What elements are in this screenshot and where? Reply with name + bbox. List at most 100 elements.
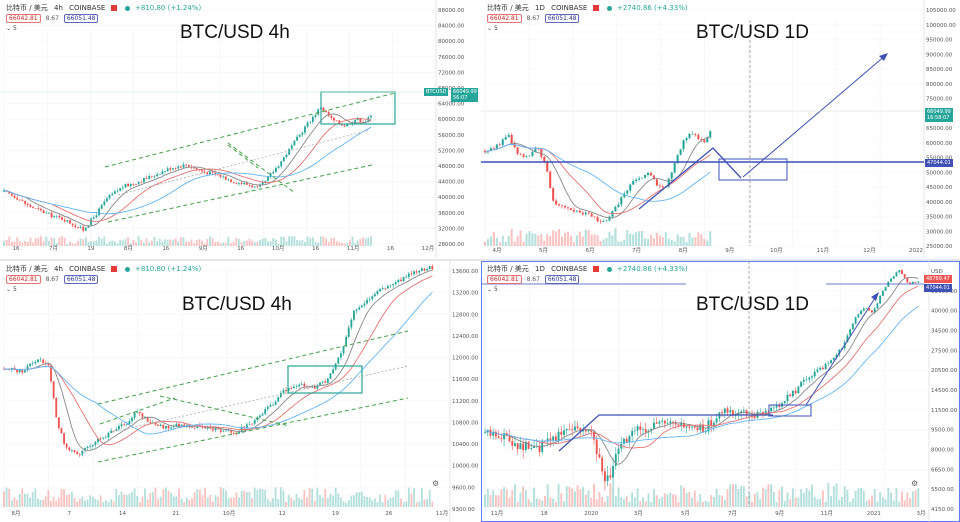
candle-body xyxy=(170,427,173,429)
chart-canvas[interactable]: 13600.00 13200.00 12800.00 12400.00 12000.00… xyxy=(0,261,478,522)
candle-body xyxy=(428,266,431,270)
candle-body xyxy=(18,199,21,201)
candle-body xyxy=(346,123,349,127)
y-tick-label: 64000.00 xyxy=(438,102,465,108)
candle-body xyxy=(212,428,214,431)
candle-body xyxy=(854,317,857,324)
chart-canvas[interactable]: 88000.00 84000.00 80000.00 76000.00 72000.00… xyxy=(0,0,478,258)
indicator-toggle[interactable]: ⌄ 5 xyxy=(487,25,498,32)
ma-line-long xyxy=(3,126,372,215)
candle-body xyxy=(174,168,177,169)
volume-bar xyxy=(98,236,100,246)
candle-body xyxy=(322,107,325,111)
candle-body xyxy=(405,276,408,278)
candle-body xyxy=(527,441,530,449)
volume-bar xyxy=(198,239,201,246)
candle-body xyxy=(906,277,909,283)
settings-icon[interactable]: ⚙ xyxy=(911,479,919,488)
ask-button[interactable]: 66051.48 xyxy=(63,275,99,284)
volume-bar xyxy=(516,502,519,507)
candle-body xyxy=(563,206,567,208)
volume-bar xyxy=(519,492,522,507)
volume-bar xyxy=(857,488,860,507)
volume-bar xyxy=(82,239,85,246)
ask-button[interactable]: 66051.48 xyxy=(63,14,99,23)
candle-body xyxy=(214,428,217,431)
interval[interactable]: 1D xyxy=(535,4,545,12)
bid-ask-row: 66042.81 8.67 66051.48 xyxy=(6,275,99,284)
indicator-toggle[interactable]: ⌄ 5 xyxy=(6,25,17,32)
candle-body xyxy=(129,183,132,187)
candle-body xyxy=(612,465,615,478)
candle-body xyxy=(340,353,342,358)
candle-body xyxy=(94,441,97,445)
chart-panel-top-right[interactable]: 105000.00 100000.00 95000.00 90000.00 85000.… xyxy=(481,0,960,258)
volume-bar xyxy=(198,489,201,507)
bid-button[interactable]: 66042.81 xyxy=(487,14,522,23)
candle-body xyxy=(508,436,511,442)
bid-button[interactable]: 66042.81 xyxy=(6,275,41,284)
volume-bar xyxy=(699,494,702,507)
volume-bar xyxy=(775,501,778,507)
x-tick-label: 7月 xyxy=(632,247,641,254)
bid-button[interactable]: 66042.81 xyxy=(6,14,41,23)
volume-bar xyxy=(76,501,79,507)
volume-bar xyxy=(402,502,405,507)
candle-body xyxy=(797,386,800,394)
candle-body xyxy=(264,409,267,414)
chart-canvas[interactable]: 105000.00 100000.00 95000.00 90000.00 85000.… xyxy=(481,0,960,258)
ask-button[interactable]: 66051.48 xyxy=(544,275,580,284)
indicator-toggle[interactable]: ⌄ 5 xyxy=(6,286,17,293)
volume-bar xyxy=(153,236,156,246)
volume-bar xyxy=(125,495,128,507)
candle-body xyxy=(620,197,623,205)
x-tick-label: 21 xyxy=(172,511,179,517)
candle-body xyxy=(298,384,301,387)
volume-bar xyxy=(158,238,161,246)
chart-panel-top-left[interactable]: 88000.00 84000.00 80000.00 76000.00 72000.00… xyxy=(0,0,478,258)
interval[interactable]: 1D xyxy=(535,265,545,273)
candle-body xyxy=(157,424,160,426)
candle-body xyxy=(301,132,304,135)
volume-bar xyxy=(625,496,628,507)
interval[interactable]: 4h xyxy=(54,4,63,12)
volume-bar xyxy=(849,501,852,507)
candle-body xyxy=(63,219,66,222)
candle-body xyxy=(217,428,220,430)
candle-body xyxy=(269,405,272,407)
volume-bar xyxy=(400,498,402,507)
bid-button[interactable]: 66042.81 xyxy=(487,275,522,284)
x-tick-label: 5月 xyxy=(681,510,690,517)
interval[interactable]: 4h xyxy=(54,265,63,273)
volume-bar xyxy=(389,497,392,507)
y-tick-label: 52000.00 xyxy=(438,148,465,154)
candle-body xyxy=(534,148,537,152)
volume-bar xyxy=(108,241,111,246)
volume-bar xyxy=(870,495,873,507)
candle-body xyxy=(772,407,775,409)
candle-body xyxy=(655,422,658,424)
volume-bar xyxy=(694,236,697,246)
volume-bar xyxy=(95,240,98,246)
candle-body xyxy=(911,281,914,284)
volume-bar xyxy=(99,495,102,507)
volume-bar xyxy=(541,500,544,507)
candle-body xyxy=(138,411,141,414)
chart-panel-bottom-left[interactable]: 13600.00 13200.00 12800.00 12400.00 12000.00… xyxy=(0,261,478,522)
volume-bar xyxy=(42,499,45,507)
flag-icon xyxy=(592,5,599,11)
settings-icon[interactable]: ⚙ xyxy=(432,479,440,488)
volume-bar xyxy=(277,498,280,507)
candle-body xyxy=(631,430,634,437)
volume-bar xyxy=(304,241,306,246)
indicator-toggle[interactable]: ⌄ 5 xyxy=(487,286,498,293)
candle-body xyxy=(876,303,879,309)
chart-panel-bottom-right[interactable]: USD59000.0040000.0034500.0027500.0020500… xyxy=(481,261,960,522)
candle-body xyxy=(483,150,487,153)
y-tick-label: 30000.00 xyxy=(926,229,953,235)
y-tick-label: 76000.00 xyxy=(438,55,465,61)
volume-bar xyxy=(311,488,314,507)
candle-body xyxy=(835,354,838,358)
ask-button[interactable]: 66051.48 xyxy=(544,14,580,23)
candle-body xyxy=(635,179,638,182)
